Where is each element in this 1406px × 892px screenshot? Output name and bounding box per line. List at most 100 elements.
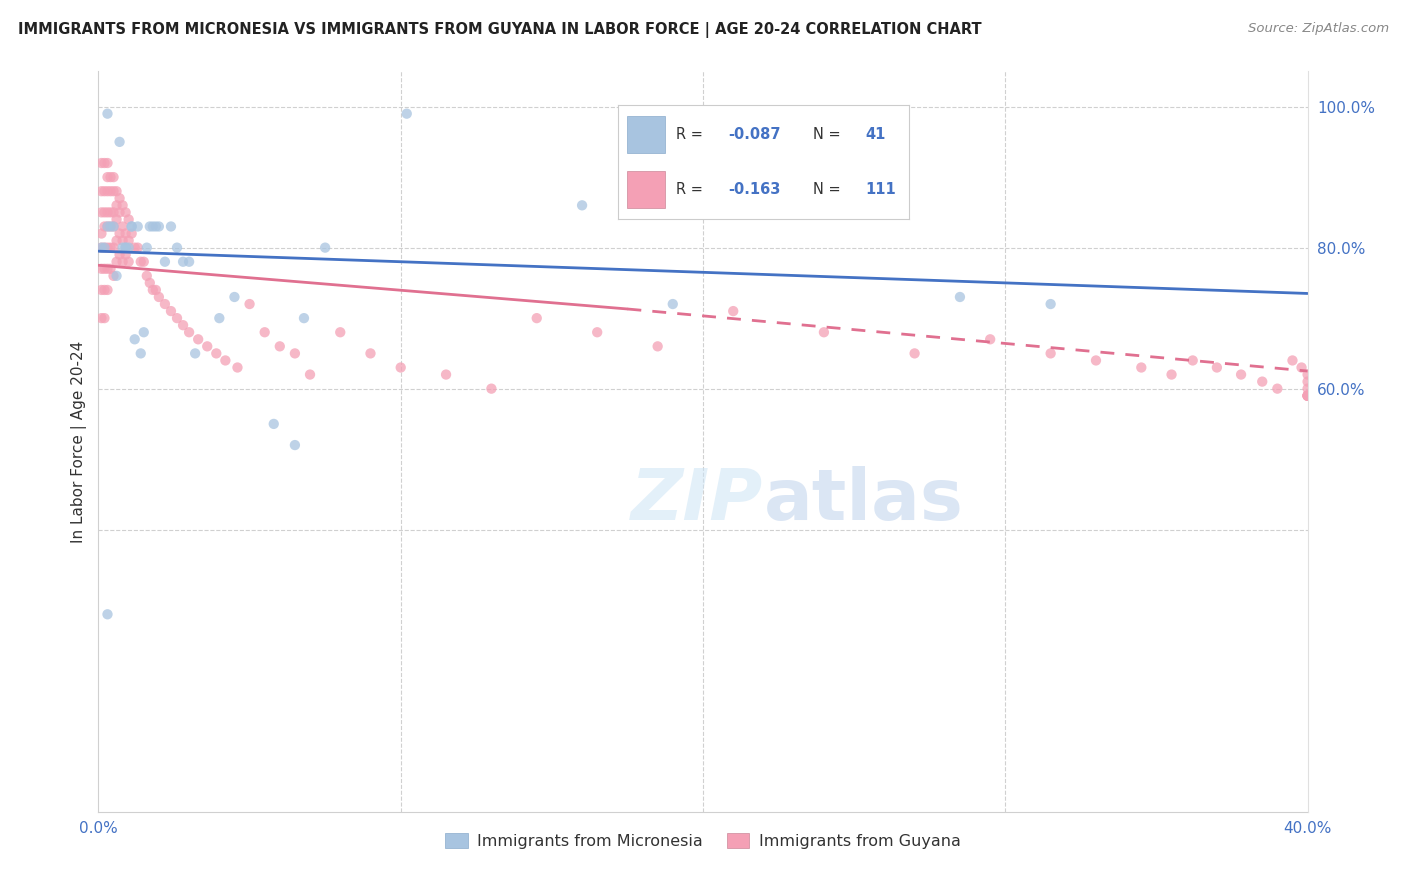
- Point: [90, 311, 112, 326]
- Point: [148, 219, 170, 234]
- Point: [108, 135, 131, 149]
- Point: [1160, 368, 1182, 382]
- Point: [127, 219, 149, 234]
- Point: [526, 311, 548, 326]
- Point: [96, 241, 118, 255]
- Point: [96, 106, 118, 120]
- Point: [100, 219, 122, 234]
- Point: [93, 205, 115, 219]
- Text: Source: ZipAtlas.com: Source: ZipAtlas.com: [1249, 22, 1389, 36]
- Point: [105, 212, 128, 227]
- Point: [172, 254, 194, 268]
- Point: [1296, 389, 1319, 403]
- Point: [90, 205, 112, 219]
- Point: [93, 311, 115, 326]
- Point: [105, 198, 128, 212]
- Point: [129, 346, 152, 360]
- Point: [100, 170, 122, 185]
- Point: [389, 360, 412, 375]
- Point: [166, 311, 188, 326]
- Point: [127, 241, 149, 255]
- Legend: Immigrants from Micronesia, Immigrants from Guyana: Immigrants from Micronesia, Immigrants f…: [439, 827, 967, 855]
- Point: [108, 191, 131, 205]
- Point: [93, 261, 115, 276]
- Point: [100, 219, 122, 234]
- Point: [1296, 382, 1319, 396]
- Point: [1296, 389, 1319, 403]
- Point: [135, 241, 157, 255]
- Point: [205, 346, 228, 360]
- Point: [114, 205, 136, 219]
- Point: [111, 241, 134, 255]
- Point: [1267, 382, 1289, 396]
- Point: [661, 297, 683, 311]
- Point: [105, 184, 128, 198]
- Point: [96, 170, 118, 185]
- Point: [96, 261, 118, 276]
- Point: [114, 241, 136, 255]
- Point: [314, 241, 336, 255]
- Point: [239, 297, 262, 311]
- Point: [647, 339, 669, 353]
- Point: [139, 219, 162, 234]
- Point: [124, 332, 146, 346]
- Point: [118, 241, 141, 255]
- Point: [1130, 360, 1153, 375]
- Point: [179, 325, 201, 339]
- Point: [114, 241, 136, 255]
- Point: [105, 234, 128, 248]
- Text: IMMIGRANTS FROM MICRONESIA VS IMMIGRANTS FROM GUYANA IN LABOR FORCE | AGE 20-24 : IMMIGRANTS FROM MICRONESIA VS IMMIGRANTS…: [18, 22, 981, 38]
- Point: [90, 156, 112, 170]
- Point: [166, 241, 188, 255]
- Point: [253, 325, 276, 339]
- Point: [100, 261, 122, 276]
- Point: [100, 184, 122, 198]
- Point: [142, 219, 165, 234]
- Point: [132, 325, 155, 339]
- Point: [153, 297, 176, 311]
- Point: [284, 438, 307, 452]
- Point: [1296, 389, 1319, 403]
- Point: [813, 325, 835, 339]
- Point: [90, 283, 112, 297]
- Point: [103, 268, 125, 283]
- Point: [108, 205, 131, 219]
- Point: [90, 184, 112, 198]
- Point: [114, 227, 136, 241]
- Point: [121, 219, 143, 234]
- Point: [105, 254, 128, 268]
- Point: [103, 219, 125, 234]
- Point: [226, 360, 249, 375]
- Point: [124, 241, 146, 255]
- Point: [100, 241, 122, 255]
- Point: [172, 318, 194, 333]
- Point: [1039, 297, 1062, 311]
- Point: [111, 234, 134, 248]
- Point: [96, 283, 118, 297]
- Point: [96, 607, 118, 622]
- Point: [949, 290, 972, 304]
- Point: [118, 212, 141, 227]
- Point: [93, 241, 115, 255]
- Point: [90, 227, 112, 241]
- Point: [1296, 389, 1319, 403]
- Point: [1085, 353, 1108, 368]
- Point: [1291, 360, 1313, 375]
- Point: [93, 219, 115, 234]
- Point: [299, 368, 322, 382]
- Point: [103, 219, 125, 234]
- Point: [187, 332, 209, 346]
- Point: [1039, 346, 1062, 360]
- Point: [160, 304, 183, 318]
- Point: [723, 304, 745, 318]
- Point: [224, 290, 246, 304]
- Point: [1181, 353, 1204, 368]
- Point: [103, 205, 125, 219]
- Point: [195, 339, 218, 353]
- Point: [904, 346, 927, 360]
- Point: [90, 261, 112, 276]
- Point: [1206, 360, 1229, 375]
- Point: [111, 198, 134, 212]
- Point: [160, 219, 183, 234]
- Point: [93, 241, 115, 255]
